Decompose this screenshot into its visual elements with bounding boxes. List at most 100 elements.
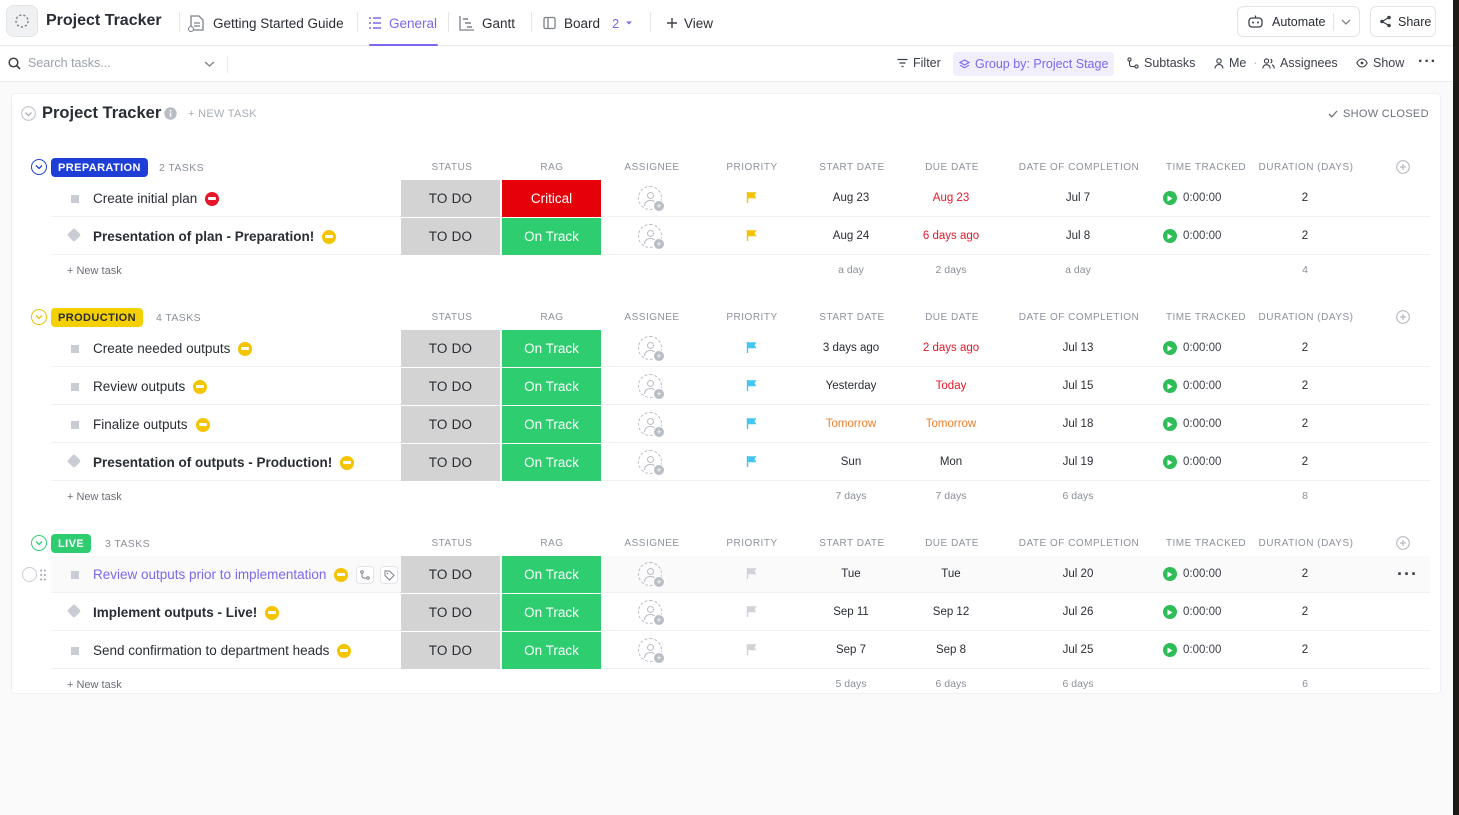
play-timer-icon[interactable]	[1163, 567, 1177, 581]
priority-flag-icon[interactable]	[746, 643, 758, 661]
duration-days[interactable]: 2	[1301, 418, 1309, 430]
column-header-completion[interactable]: DATE OF COMPLETION	[1018, 538, 1140, 549]
time-tracked[interactable]: 0:00:00	[1163, 191, 1221, 205]
column-header-priority[interactable]: PRIORITY	[726, 538, 778, 549]
priority-flag-icon[interactable]	[746, 605, 758, 623]
info-icon[interactable]	[164, 107, 177, 120]
duration-days[interactable]: 2	[1301, 644, 1309, 656]
duration-days[interactable]: 2	[1301, 380, 1309, 392]
milestone-status-icon[interactable]	[66, 453, 82, 469]
add-column-icon[interactable]	[1396, 160, 1410, 179]
priority-flag-icon[interactable]	[746, 455, 758, 473]
subtask-icon[interactable]	[356, 566, 374, 584]
priority-flag-icon[interactable]	[746, 191, 758, 209]
task-name[interactable]: Create initial plan	[93, 191, 220, 206]
completion-date[interactable]: Jul 25	[1062, 644, 1094, 656]
priority-flag-icon[interactable]	[746, 341, 758, 359]
add-assignee-icon[interactable]: +	[638, 562, 665, 588]
completion-date[interactable]: Jul 15	[1062, 380, 1094, 392]
add-task-button[interactable]: + New task	[67, 679, 122, 691]
duration-days[interactable]: 2	[1301, 230, 1309, 242]
status-cell[interactable]: TO DO	[401, 632, 500, 669]
priority-flag-icon[interactable]	[746, 417, 758, 435]
start-date[interactable]: Yesterday	[825, 380, 877, 392]
share-button[interactable]: Share	[1370, 6, 1436, 37]
column-header-due-date[interactable]: DUE DATE	[925, 312, 979, 323]
collapse-group-icon[interactable]	[31, 535, 47, 551]
column-header-rag[interactable]: RAG	[540, 312, 564, 323]
status-cell[interactable]: TO DO	[401, 218, 500, 255]
space-icon[interactable]	[6, 5, 38, 37]
play-timer-icon[interactable]	[1163, 455, 1177, 469]
task-status-icon[interactable]	[71, 195, 79, 203]
duration-days[interactable]: 2	[1301, 456, 1309, 468]
add-assignee-icon[interactable]: +	[638, 186, 665, 212]
add-assignee-icon[interactable]: +	[638, 600, 665, 626]
tag-icon[interactable]	[380, 566, 398, 584]
task-name[interactable]: Send confirmation to department heads	[93, 643, 352, 658]
completion-date[interactable]: Jul 20	[1062, 568, 1094, 580]
column-header-time-tracked[interactable]: TIME TRACKED	[1165, 312, 1247, 323]
tab-getting-started-guide[interactable]: Getting Started Guide	[187, 8, 344, 38]
column-header-time-tracked[interactable]: TIME TRACKED	[1165, 162, 1247, 173]
more-options-icon[interactable]: ···	[1418, 53, 1437, 70]
start-date[interactable]: Aug 24	[832, 230, 870, 242]
column-header-duration[interactable]: DURATION (DAYS)	[1258, 312, 1354, 323]
column-header-assignee[interactable]: ASSIGNEE	[624, 312, 680, 323]
group-by-button[interactable]: Group by: Project Stage	[953, 52, 1115, 76]
group-status-badge[interactable]: PREPARATION	[51, 158, 148, 177]
collapse-group-icon[interactable]	[31, 309, 47, 325]
time-tracked[interactable]: 0:00:00	[1163, 455, 1221, 469]
column-header-completion[interactable]: DATE OF COMPLETION	[1018, 162, 1140, 173]
duration-days[interactable]: 2	[1301, 606, 1309, 618]
due-date[interactable]: Mon	[939, 456, 963, 468]
show-button[interactable]: Show	[1356, 56, 1404, 70]
select-row-checkbox[interactable]	[22, 567, 37, 582]
column-header-duration[interactable]: DURATION (DAYS)	[1258, 538, 1354, 549]
duration-days[interactable]: 2	[1301, 342, 1309, 354]
column-header-priority[interactable]: PRIORITY	[726, 162, 778, 173]
collapse-list-icon[interactable]	[21, 106, 36, 121]
duration-days[interactable]: 2	[1301, 192, 1309, 204]
play-timer-icon[interactable]	[1163, 191, 1177, 205]
status-cell[interactable]: TO DO	[401, 180, 500, 217]
column-header-assignee[interactable]: ASSIGNEE	[624, 538, 680, 549]
play-timer-icon[interactable]	[1163, 643, 1177, 657]
task-status-icon[interactable]	[71, 383, 79, 391]
play-timer-icon[interactable]	[1163, 341, 1177, 355]
start-date[interactable]: Aug 23	[832, 192, 870, 204]
status-cell[interactable]: TO DO	[401, 444, 500, 481]
add-assignee-icon[interactable]: +	[638, 336, 665, 362]
start-date[interactable]: Sun	[840, 456, 862, 468]
time-tracked[interactable]: 0:00:00	[1163, 229, 1221, 243]
rag-cell[interactable]: On Track	[502, 594, 601, 631]
task-name[interactable]: Finalize outputs	[93, 417, 210, 432]
status-cell[interactable]: TO DO	[401, 556, 500, 593]
rag-cell[interactable]: On Track	[502, 368, 601, 405]
time-tracked[interactable]: 0:00:00	[1163, 417, 1221, 431]
rag-cell[interactable]: On Track	[502, 632, 601, 669]
chevron-down-icon[interactable]	[204, 60, 215, 68]
task-status-icon[interactable]	[71, 647, 79, 655]
column-header-start-date[interactable]: START DATE	[819, 312, 885, 323]
time-tracked[interactable]: 0:00:00	[1163, 605, 1221, 619]
task-row[interactable]: Create initial plan TO DO Critical + Aug 23 A…	[51, 180, 1430, 217]
due-date[interactable]: Today	[935, 380, 967, 392]
app-title[interactable]: Project Tracker	[46, 12, 162, 29]
search-input[interactable]: Search tasks...	[8, 56, 111, 70]
due-date[interactable]: 2 days ago	[922, 342, 980, 354]
column-header-start-date[interactable]: START DATE	[819, 538, 885, 549]
group-status-badge[interactable]: PRODUCTION	[51, 308, 143, 327]
column-header-rag[interactable]: RAG	[540, 538, 564, 549]
priority-flag-icon[interactable]	[746, 379, 758, 397]
add-view-button[interactable]: View	[666, 8, 713, 38]
start-date[interactable]: Sep 7	[835, 644, 867, 656]
row-more-icon[interactable]: ···	[1397, 564, 1418, 584]
time-tracked[interactable]: 0:00:00	[1163, 643, 1221, 657]
add-assignee-icon[interactable]: +	[638, 450, 665, 476]
subtasks-button[interactable]: Subtasks	[1127, 56, 1195, 70]
show-closed-button[interactable]: SHOW CLOSED	[1328, 108, 1429, 120]
start-date[interactable]: Tomorrow	[825, 418, 877, 430]
add-assignee-icon[interactable]: +	[638, 638, 665, 664]
add-task-button[interactable]: + New task	[67, 265, 122, 277]
